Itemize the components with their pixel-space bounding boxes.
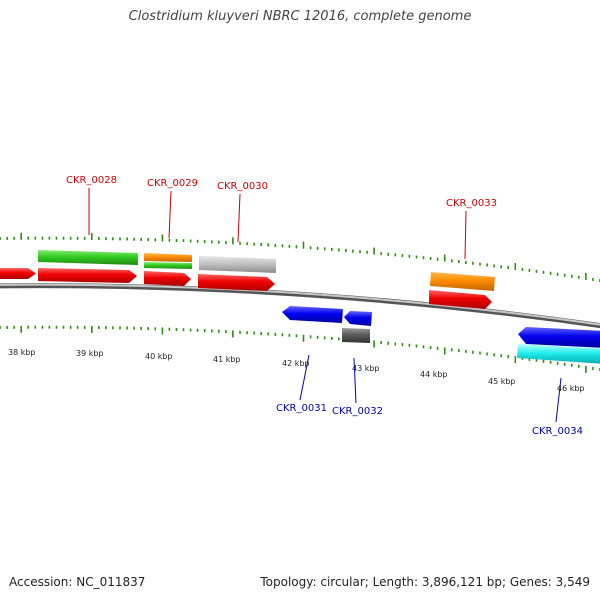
gene-bar-ckr-0029-green[interactable] (144, 262, 192, 269)
leader-line-ckr-0029 (168, 190, 172, 239)
map-title: Clostridium kluyveri NBRC 12016, complet… (128, 9, 472, 24)
leader-line-ckr-0032 (353, 357, 357, 404)
gene-arrow-ckr-0029[interactable] (144, 271, 191, 286)
scale-label-39: 39 kbp (76, 349, 104, 358)
scale-labels: 38 kbp 39 kbp 40 kbp 41 kbp 42 kbp 43 kb… (8, 348, 585, 393)
scale-label-38: 38 kbp (8, 348, 36, 357)
gene-arrow-ckr-0027[interactable] (0, 268, 36, 279)
gene-arrow-ckr-0030[interactable] (198, 274, 275, 291)
leader-line-ckr-0031 (299, 354, 310, 401)
scale-label-43: 43 kbp (352, 364, 380, 373)
gene-label-ckr-0030[interactable]: CKR_0030 (217, 181, 268, 192)
gene-arrow-ckr-0031[interactable] (282, 306, 343, 323)
leader-line-ckr-0030 (237, 193, 241, 243)
scale-label-44: 44 kbp (420, 370, 448, 379)
gene-bar-ckr-0033[interactable] (430, 272, 495, 291)
gene-label-ckr-0031[interactable]: CKR_0031 (276, 403, 327, 414)
gene-label-ckr-0029[interactable]: CKR_0029 (147, 178, 198, 189)
leader-line-ckr-0033 (464, 210, 467, 260)
gene-label-ckr-0032[interactable]: CKR_0032 (332, 406, 383, 417)
gene-bar-ckr-0034[interactable] (517, 344, 600, 364)
gene-bar-ckr-0032[interactable] (342, 328, 370, 343)
genome-backbone (0, 283, 600, 329)
scale-label-46: 46 kbp (557, 384, 585, 393)
scale-label-40: 40 kbp (145, 352, 173, 361)
gene-bar-ckr-0028[interactable] (38, 250, 138, 265)
gene-label-ckr-0033[interactable]: CKR_0033 (446, 198, 497, 209)
accession-text: Accession: NC_011837 (9, 575, 146, 589)
gene-arrow-ckr-0034[interactable] (518, 327, 600, 348)
scale-label-41: 41 kbp (213, 355, 241, 364)
scale-label-45: 45 kbp (488, 377, 516, 386)
reverse-gene-labels: CKR_0031 CKR_0032 CKR_0034 (276, 354, 583, 437)
genome-backbone-highlight (0, 283, 600, 326)
topology-summary: Topology: circular; Length: 3,896,121 bp… (260, 575, 590, 589)
scale-label-42: 42 kbp (282, 359, 310, 368)
forward-tick-row (0, 232, 600, 282)
gene-arrow-ckr-0032[interactable] (344, 311, 372, 326)
gene-label-ckr-0034[interactable]: CKR_0034 (532, 426, 583, 437)
reverse-genes (282, 306, 600, 364)
gene-arrow-ckr-0028[interactable] (38, 268, 137, 283)
forward-genes (0, 250, 495, 309)
leader-line-ckr-0034 (555, 377, 562, 423)
reverse-tick-row (0, 325, 600, 373)
forward-gene-labels: CKR_0028 CKR_0029 CKR_0030 CKR_0033 (66, 175, 497, 260)
gene-bar-ckr-0029-orange[interactable] (144, 253, 192, 262)
gene-label-ckr-0028[interactable]: CKR_0028 (66, 175, 117, 186)
gene-arrow-ckr-0033[interactable] (429, 290, 492, 309)
gene-bar-ckr-0030[interactable] (199, 256, 276, 273)
